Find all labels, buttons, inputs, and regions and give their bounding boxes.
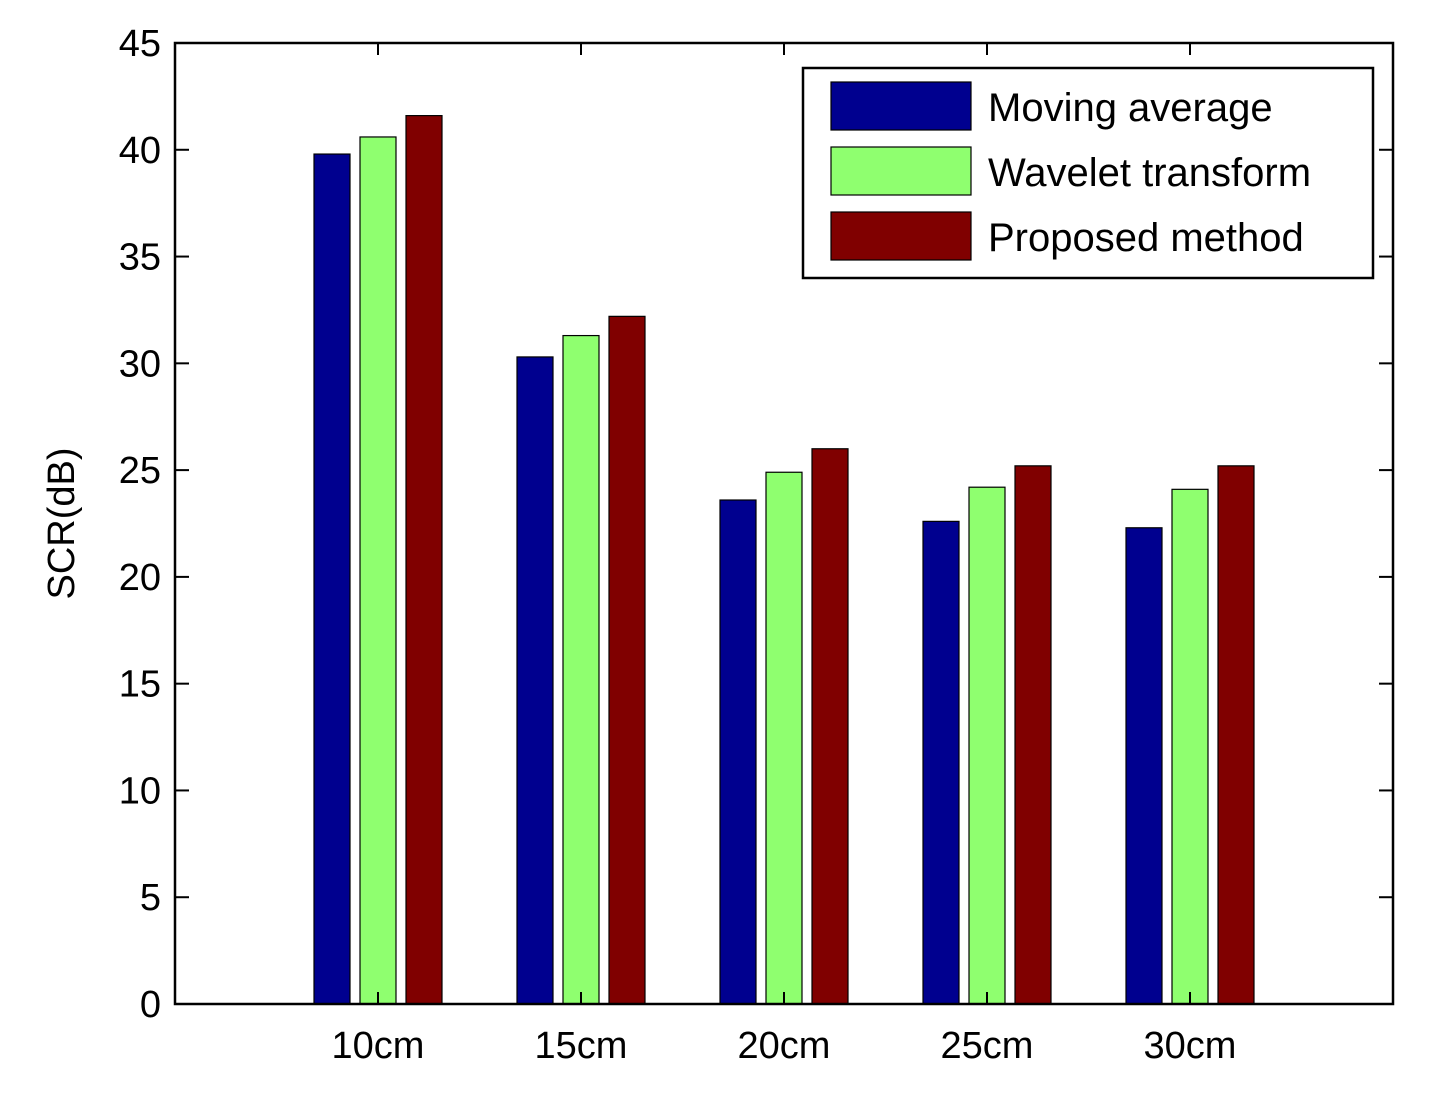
y-tick-label: 35	[119, 237, 161, 279]
y-tick-label: 25	[119, 450, 161, 492]
legend-label-moving-average: Moving average	[988, 86, 1273, 130]
y-axis-title: SCR(dB)	[41, 447, 83, 599]
bar-proposed-method-15cm	[608, 315, 646, 1005]
y-tick-label: 40	[119, 130, 161, 172]
bar-wavelet-transform-25cm	[968, 486, 1006, 1005]
x-tick-label: 10cm	[332, 1025, 425, 1067]
bar-wavelet-transform-30cm	[1171, 488, 1209, 1005]
bar-proposed-method-20cm	[811, 448, 849, 1005]
bar-proposed-method-10cm	[405, 115, 443, 1005]
bar-moving-average-15cm	[516, 356, 554, 1005]
legend-label-wavelet-transform: Wavelet transform	[988, 151, 1311, 195]
bar-wavelet-transform-10cm	[359, 136, 397, 1005]
x-tick-label: 15cm	[535, 1025, 628, 1067]
legend-swatch-wavelet-transform	[830, 146, 972, 196]
bar-moving-average-20cm	[719, 499, 757, 1005]
y-tick-label: 30	[119, 343, 161, 385]
bar-wavelet-transform-20cm	[765, 471, 803, 1005]
x-tick-label: 20cm	[738, 1025, 831, 1067]
bar-wavelet-transform-15cm	[562, 334, 600, 1005]
bar-moving-average-25cm	[922, 520, 960, 1005]
x-tick-label: 30cm	[1144, 1025, 1237, 1067]
y-tick-label: 5	[140, 877, 161, 919]
bar-proposed-method-25cm	[1014, 465, 1052, 1005]
plot-frame	[173, 41, 1395, 1006]
x-tick-label: 25cm	[941, 1025, 1034, 1067]
y-tick-label: 45	[119, 23, 161, 65]
legend-label-proposed-method: Proposed method	[988, 216, 1304, 260]
bar-proposed-method-30cm	[1217, 465, 1255, 1005]
axes-group: 10cm 15cm 20cm 25cm 30cm 0 5 10 15 20 25 30 35 40 45	[119, 23, 1395, 1067]
bars-group	[313, 115, 1255, 1005]
y-tick-label: 20	[119, 557, 161, 599]
bar-moving-average-30cm	[1125, 527, 1163, 1005]
bar-moving-average-10cm	[313, 153, 351, 1005]
y-tick-label: 15	[119, 664, 161, 706]
legend-swatch-proposed-method	[830, 211, 972, 261]
y-tick-label: 0	[140, 984, 161, 1026]
legend-swatch-moving-average	[830, 81, 972, 131]
legend: Moving average Wavelet transform Proposed …	[801, 66, 1375, 280]
y-tick-label: 10	[119, 770, 161, 812]
